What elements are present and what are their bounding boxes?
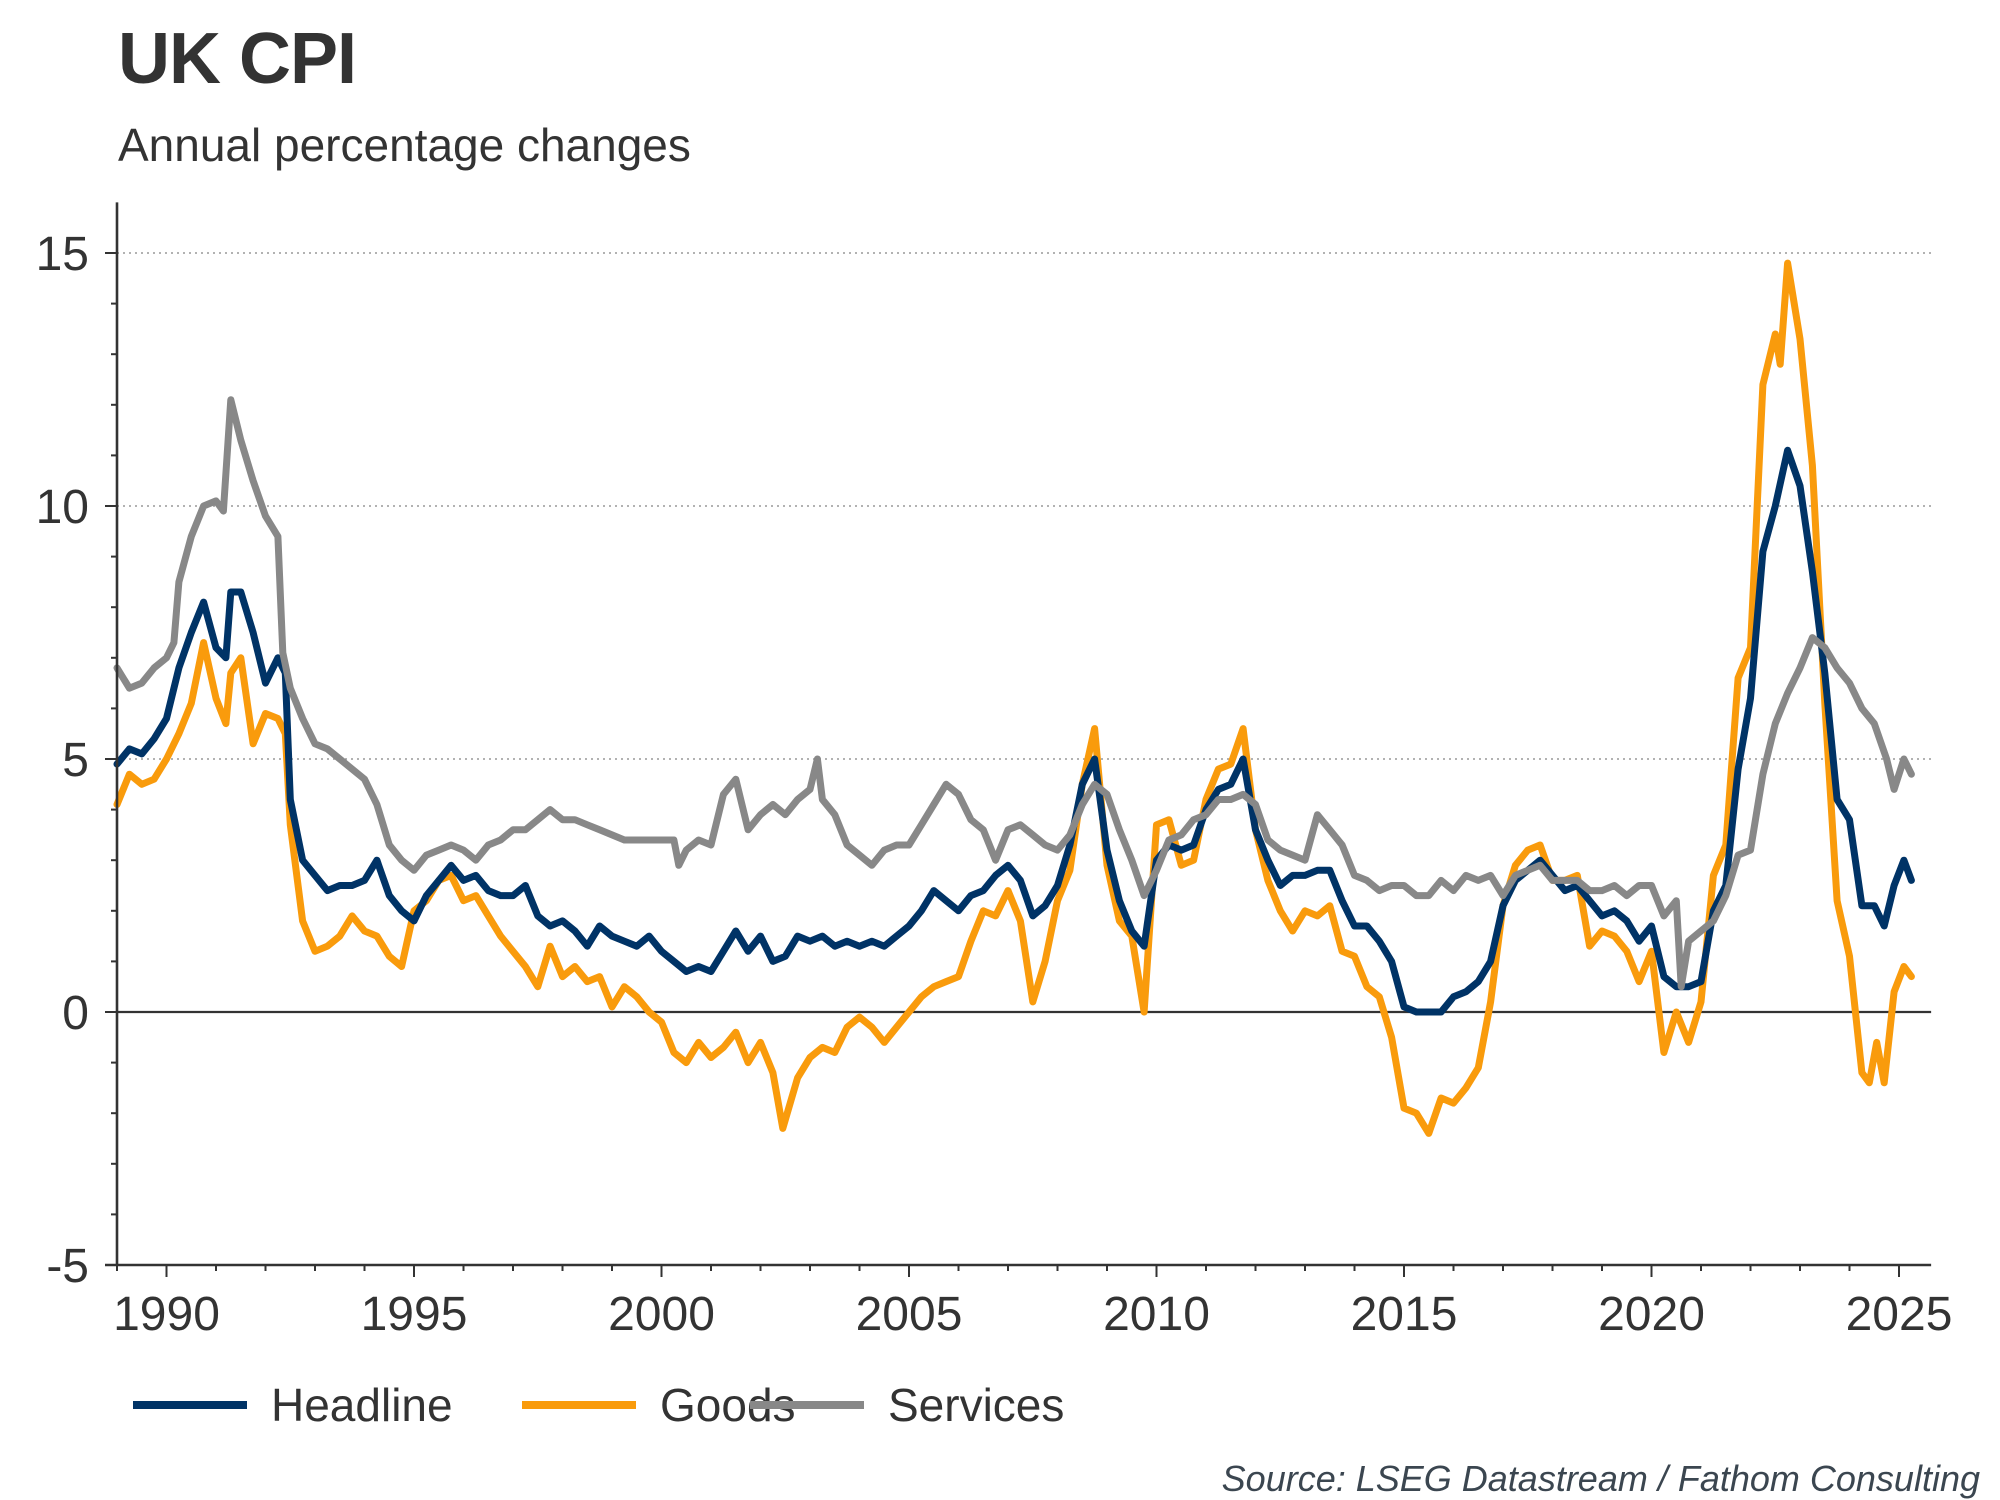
series-line-services bbox=[113, 396, 1915, 991]
legend-swatch-services bbox=[750, 1401, 864, 1409]
x-tick-label: 2005 bbox=[856, 1288, 963, 1341]
y-tick-label: 10 bbox=[36, 481, 89, 534]
tick-labels: -5 0 5 10 15 1990 1995 2000 2005 2010 2015 2020 2025 bbox=[36, 228, 1953, 1341]
series-lines bbox=[113, 259, 1915, 1137]
x-tick-label: 2015 bbox=[1351, 1288, 1458, 1341]
gridlines bbox=[117, 252, 1932, 1014]
series-line-goods bbox=[113, 259, 1915, 1137]
x-tick-label: 2010 bbox=[1103, 1288, 1210, 1341]
y-tick-label: -5 bbox=[46, 1240, 89, 1293]
y-tick-label: 0 bbox=[62, 987, 89, 1040]
x-tick-label: 1995 bbox=[361, 1288, 468, 1341]
legend-swatch-headline bbox=[133, 1401, 247, 1409]
legend-item-services[interactable]: Services bbox=[750, 1375, 1064, 1435]
source-note: Source: LSEG Datastream / Fathom Consult… bbox=[1221, 1458, 1980, 1499]
series-line-headline bbox=[113, 446, 1915, 1016]
x-tick-label: 2025 bbox=[1846, 1288, 1953, 1341]
chart-title: UK CPI bbox=[118, 19, 357, 99]
chart-subtitle: Annual percentage changes bbox=[118, 119, 691, 171]
y-tick-label: 5 bbox=[62, 734, 89, 787]
y-tick-label: 15 bbox=[36, 228, 89, 281]
legend: Headline Goods Services bbox=[0, 1375, 2000, 1435]
x-tick-label: 2020 bbox=[1598, 1288, 1705, 1341]
axes bbox=[105, 202, 1932, 1277]
x-tick-label: 2000 bbox=[608, 1288, 715, 1341]
legend-item-headline[interactable]: Headline bbox=[133, 1375, 453, 1435]
legend-swatch-goods bbox=[522, 1401, 636, 1409]
x-tick-label: 1990 bbox=[113, 1288, 220, 1341]
legend-label: Services bbox=[888, 1379, 1065, 1431]
legend-label: Headline bbox=[271, 1379, 453, 1431]
